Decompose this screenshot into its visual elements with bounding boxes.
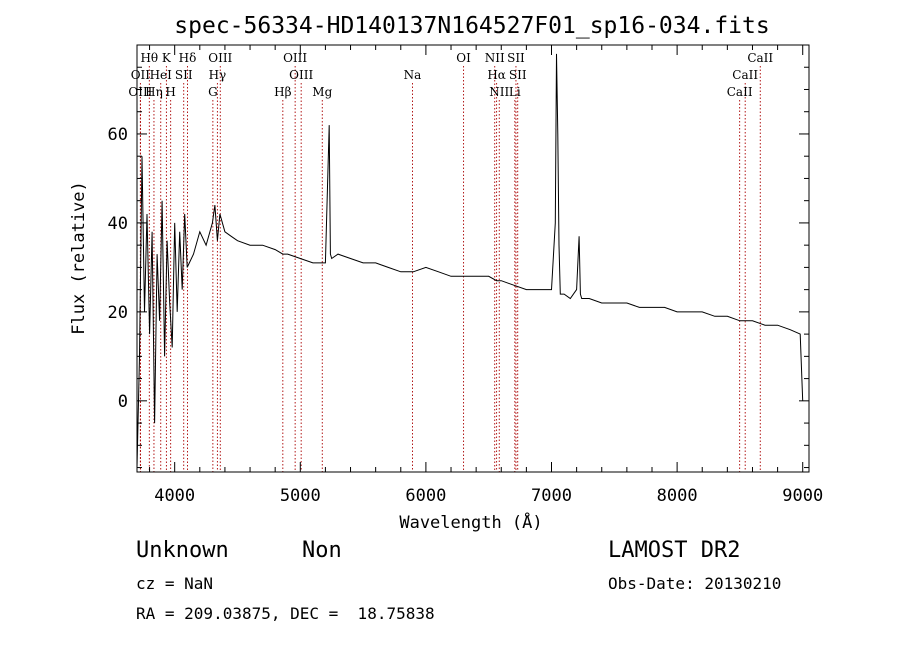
line-label-23: Mg: [312, 85, 332, 99]
y-tick-label-2: 40: [108, 214, 128, 234]
spectrum-line: [136, 53, 804, 468]
line-label-2: Hδ: [179, 51, 197, 65]
y-tick-label-1: 20: [108, 303, 128, 323]
line-label-1: K: [162, 51, 172, 65]
line-label-5: OI: [456, 51, 471, 65]
line-label-20: H: [165, 85, 175, 99]
spectrum-plot: spec-56334-HD140137N164527F01_sp16-034.f…: [69, 13, 823, 533]
plot-frame: [136, 44, 810, 473]
line-label-21: G: [208, 85, 218, 99]
line-label-13: OIII: [289, 68, 313, 82]
spectral-line-markers: [139, 66, 761, 472]
line-label-19: Hη: [145, 85, 163, 99]
spectral-class: Unknown: [136, 538, 229, 563]
x-axis-ticks: 4000 5000 6000 7000 8000 9000: [149, 45, 823, 506]
line-label-14: Na: [404, 68, 422, 82]
x-tick-label-4: 8000: [657, 486, 698, 506]
line-label-7: SII: [507, 51, 525, 65]
y-tick-label-3: 60: [108, 125, 128, 145]
line-label-0: Hθ: [140, 51, 158, 65]
x-tick-label-2: 6000: [405, 486, 446, 506]
line-label-8: CaII: [747, 51, 773, 65]
y-axis-label: Flux (relative): [69, 181, 89, 335]
x-axis-label: Wavelength (Å): [399, 511, 542, 533]
y-tick-label-0: 0: [118, 392, 128, 412]
line-label-17: CaII: [732, 68, 758, 82]
line-label-16: SII: [509, 68, 527, 82]
line-label-24: NII: [489, 85, 509, 99]
line-label-26: CaII: [727, 85, 753, 99]
line-label-22: Hβ: [274, 85, 291, 99]
spectral-subclass: Non: [302, 538, 342, 563]
sky-coordinates: RA = 209.03875, DEC = 18.75838: [136, 604, 435, 623]
chart-title: spec-56334-HD140137N164527F01_sp16-034.f…: [174, 13, 769, 39]
x-tick-label-0: 4000: [154, 486, 195, 506]
line-label-3: OIII: [208, 51, 232, 65]
line-label-10: HeI: [150, 68, 173, 82]
line-label-18: OIII: [128, 85, 152, 99]
line-label-4: OIII: [283, 51, 307, 65]
line-label-25: Li: [509, 85, 521, 99]
line-label-12: Hγ: [209, 68, 227, 82]
y-axis-ticks: 0 20 40 60: [108, 66, 809, 469]
observation-date: Obs-Date: 20130210: [608, 574, 782, 593]
line-label-9: OII: [131, 68, 151, 82]
survey-name: LAMOST DR2: [608, 538, 741, 563]
line-label-6: NII: [485, 51, 505, 65]
line-label-11: SII: [175, 68, 193, 82]
line-label-15: Hα: [487, 68, 506, 82]
x-tick-label-5: 9000: [782, 486, 823, 506]
x-tick-label-3: 7000: [531, 486, 572, 506]
x-tick-label-1: 5000: [280, 486, 321, 506]
redshift-cz: cz = NaN: [136, 574, 214, 593]
